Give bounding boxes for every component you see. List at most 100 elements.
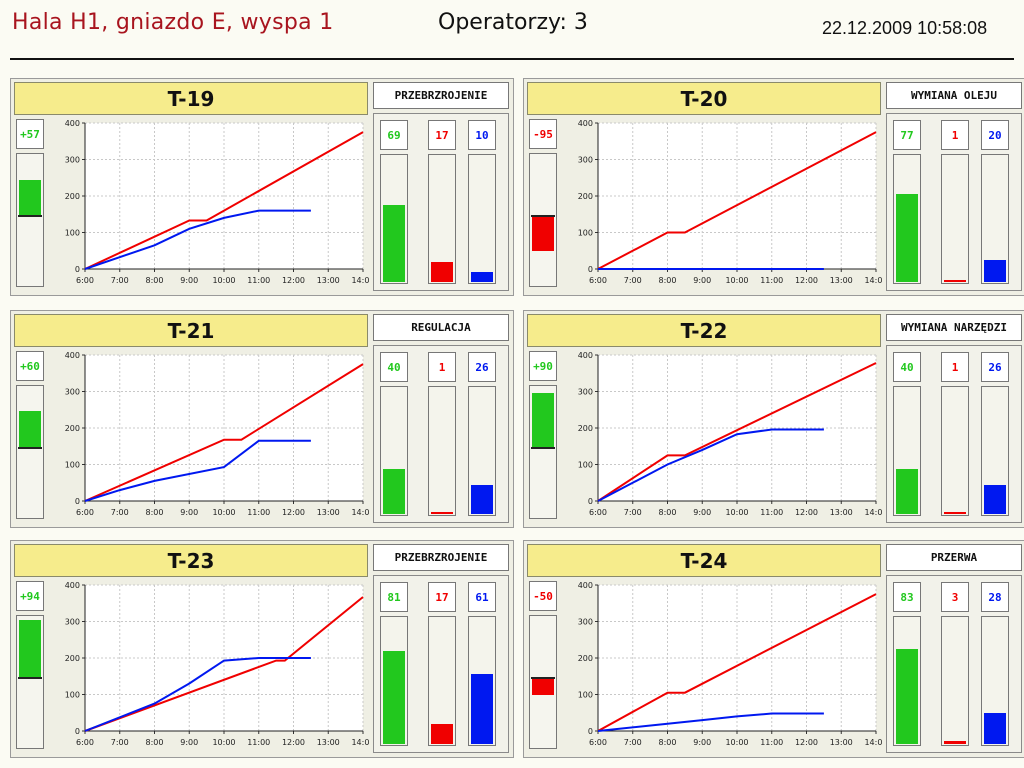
machine-panel: T-21 REGULACJA +60 6:00 7:00 8:00 9:00 10:00 11:… — [10, 310, 514, 528]
x-tick-label: 9:00 — [693, 508, 711, 517]
x-tick-label: 13:00 — [830, 508, 853, 517]
x-tick-label: 6:00 — [589, 738, 607, 747]
machine-name: T-21 — [14, 314, 368, 347]
x-tick-label: 9:00 — [693, 738, 711, 747]
y-tick-label: 200 — [578, 654, 593, 663]
counter-rework-fill — [984, 485, 1006, 514]
counter-scrap-value: 1 — [941, 120, 969, 150]
y-tick-label: 400 — [65, 351, 80, 360]
y-tick-label: 100 — [65, 229, 80, 238]
counter-good-value: 77 — [893, 120, 921, 150]
machine-name: T-19 — [14, 82, 368, 115]
production-chart: 6:00 7:00 8:00 9:00 10:00 11:00 12:00 13:00 14:0… — [49, 117, 369, 289]
delta-gauge — [16, 385, 44, 519]
x-tick-label: 14:00 — [864, 276, 882, 285]
counters-panel: 69 17 10 — [373, 113, 509, 291]
x-tick-label: 8:00 — [659, 276, 677, 285]
x-tick-label: 13:00 — [830, 738, 853, 747]
counter-rework-value: 61 — [468, 582, 496, 612]
actual-series-line — [597, 428, 824, 502]
y-tick-label: 300 — [578, 618, 593, 627]
production-chart: 6:00 7:00 8:00 9:00 10:00 11:00 12:00 13:00 14:0… — [562, 349, 882, 521]
x-tick-label: 10:00 — [725, 738, 748, 747]
x-tick-label: 12:00 — [795, 508, 818, 517]
counter-scrap-fill — [944, 280, 966, 282]
x-tick-label: 7:00 — [624, 276, 642, 285]
x-tick-label: 7:00 — [624, 738, 642, 747]
machine-panel: T-24 PRZERWA -50 6:00 7:00 8:00 9:00 10:00 11:00… — [523, 540, 1024, 758]
delta-gauge — [529, 615, 557, 749]
production-chart: 6:00 7:00 8:00 9:00 10:00 11:00 12:00 13:00 14:0… — [49, 349, 369, 521]
y-tick-label: 200 — [65, 424, 80, 433]
y-tick-label: 200 — [65, 192, 80, 201]
x-tick-label: 14:00 — [864, 738, 882, 747]
delta-zero-line — [18, 215, 42, 217]
delta-zero-line — [18, 677, 42, 679]
x-tick-label: 6:00 — [76, 508, 94, 517]
counter-rework-bar — [468, 616, 496, 746]
machine-panel: T-19 PRZEBRZROJENIE +57 6:00 7:00 8:00 9:00 10:… — [10, 78, 514, 296]
counter-scrap-fill — [431, 262, 453, 282]
delta-gauge — [16, 153, 44, 287]
x-tick-label: 10:00 — [725, 276, 748, 285]
plan-series-line — [597, 593, 877, 732]
x-tick-label: 10:00 — [212, 276, 235, 285]
x-tick-label: 9:00 — [693, 276, 711, 285]
counter-good-value: 40 — [380, 352, 408, 382]
delta-zero-line — [531, 447, 555, 449]
counter-rework-fill — [984, 713, 1006, 744]
header-divider — [10, 58, 1014, 60]
counter-scrap-bar — [428, 616, 456, 746]
counter-scrap-value: 17 — [428, 582, 456, 612]
counter-good-bar — [380, 616, 408, 746]
actual-series-line — [84, 209, 311, 270]
counter-good-fill — [383, 651, 405, 744]
delta-gauge — [529, 385, 557, 519]
delta-value: +94 — [16, 581, 44, 611]
counter-rework-value: 26 — [981, 352, 1009, 382]
plan-series-line — [597, 362, 877, 502]
production-chart: 6:00 7:00 8:00 9:00 10:00 11:00 12:00 13:00 14:0… — [49, 579, 369, 751]
counter-rework-fill — [984, 260, 1006, 282]
delta-fill — [19, 180, 41, 216]
counter-scrap-bar — [428, 154, 456, 284]
y-tick-label: 400 — [578, 581, 593, 590]
x-tick-label: 9:00 — [180, 276, 198, 285]
y-tick-label: 100 — [578, 229, 593, 238]
counter-rework-value: 10 — [468, 120, 496, 150]
datetime: 22.12.2009 10:58:08 — [822, 18, 988, 38]
counters-panel: 40 1 26 — [886, 345, 1022, 523]
x-tick-label: 9:00 — [180, 508, 198, 517]
y-tick-label: 100 — [65, 691, 80, 700]
y-tick-label: 300 — [578, 156, 593, 165]
counter-rework-value: 28 — [981, 582, 1009, 612]
chart-svg: 6:00 7:00 8:00 9:00 10:00 11:00 12:00 13:00 14:0… — [578, 581, 882, 747]
counter-scrap-fill — [431, 512, 453, 514]
delta-fill — [532, 216, 554, 251]
delta-value: +60 — [16, 351, 44, 381]
counter-good-bar — [380, 386, 408, 516]
y-tick-label: 0 — [75, 727, 80, 736]
y-tick-label: 200 — [578, 192, 593, 201]
counter-scrap-bar — [941, 616, 969, 746]
x-tick-label: 14:00 — [864, 508, 882, 517]
counter-scrap-fill — [944, 512, 966, 514]
y-tick-label: 100 — [578, 691, 593, 700]
x-tick-label: 9:00 — [180, 738, 198, 747]
counter-good-value: 81 — [380, 582, 408, 612]
chart-svg: 6:00 7:00 8:00 9:00 10:00 11:00 12:00 13:00 14:0… — [65, 119, 369, 285]
x-tick-label: 7:00 — [111, 508, 129, 517]
operators-count: Operatorzy: 3 — [438, 10, 588, 35]
plan-series-line — [84, 596, 364, 732]
y-tick-label: 200 — [65, 654, 80, 663]
counter-rework-value: 20 — [981, 120, 1009, 150]
machine-panel: T-22 WYMIANA NARZĘDZI +90 6:00 7:00 8:00 9:00 1… — [523, 310, 1024, 528]
x-tick-label: 14:00 — [351, 508, 369, 517]
y-tick-label: 0 — [75, 265, 80, 274]
production-chart: 6:00 7:00 8:00 9:00 10:00 11:00 12:00 13:00 14:0… — [562, 117, 882, 289]
machine-state: WYMIANA OLEJU — [886, 82, 1022, 109]
x-tick-label: 10:00 — [725, 508, 748, 517]
counters-panel: 77 1 20 — [886, 113, 1022, 291]
machine-name: T-24 — [527, 544, 881, 577]
delta-fill — [532, 393, 554, 448]
